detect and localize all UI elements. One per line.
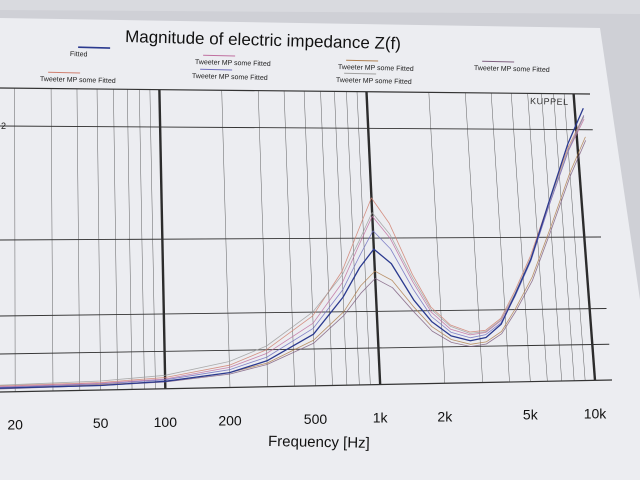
legend-label: Tweeter MP some Fitted: [336, 77, 412, 86]
plot-area: 2: [0, 87, 613, 393]
series-line-5: [0, 116, 585, 386]
x-tick-label: 20: [7, 417, 23, 433]
x-tick-label: 100: [154, 414, 178, 430]
legend-swatch: [482, 60, 515, 63]
horizontal-grid-line: [0, 343, 610, 355]
legend-swatch: [48, 71, 81, 74]
horizontal-grid-line: [0, 379, 613, 393]
legend-entry: Tweeter MP some Fitted: [40, 71, 116, 85]
x-tick-label: 5k: [523, 407, 539, 423]
legend-swatch: [203, 54, 236, 57]
series-line-3: [0, 115, 585, 388]
legend-label: Tweeter MP some Fitted: [474, 65, 550, 74]
legend-label: Tweeter MP some Fitted: [192, 73, 268, 82]
series-line-1: [0, 115, 585, 387]
back-sheet: [0, 0, 640, 14]
legend-entry: Tweeter MP some Fitted: [192, 68, 268, 82]
brand-label: KUPPEL: [530, 96, 569, 107]
legend-label: Fitted: [70, 51, 88, 58]
x-tick-labels: 20 50 100 200 500 1k 2k 5k 10k: [7, 405, 607, 432]
legend-entry: Tweeter MP some Fitted: [336, 72, 412, 86]
legend-swatch: [200, 68, 233, 71]
legend-swatch: [346, 59, 379, 62]
legend-label: Tweeter MP some Fitted: [195, 59, 271, 68]
horizontal-grid-line: [0, 87, 591, 95]
legend-entry: Tweeter MP some Fitted: [195, 54, 271, 68]
legend-entry: Tweeter MP some Fitted: [474, 60, 550, 74]
x-tick-label: 1k: [373, 410, 389, 426]
legend-entry: Tweeter MP some Fitted: [338, 59, 414, 73]
series-line-0: [0, 107, 584, 389]
y-tick-label: 2: [1, 121, 6, 131]
x-tick-label: 50: [93, 415, 109, 431]
legend-label: Tweeter MP some Fitted: [338, 64, 414, 73]
series-line-6: [0, 140, 587, 390]
x-tick-label: 500: [304, 411, 328, 427]
horizontal-grid-line: [0, 125, 593, 131]
horizontal-grid-line: [0, 236, 602, 241]
legend-entry: Fitted: [70, 46, 111, 58]
legend-label: Tweeter MP some Fitted: [40, 76, 116, 85]
legend-swatch: [344, 72, 377, 75]
x-tick-label: 200: [218, 412, 242, 428]
x-tick-label: 10k: [584, 405, 608, 421]
legend-swatch: [78, 46, 111, 49]
x-tick-label: 2k: [437, 408, 453, 424]
series-line-4: [0, 136, 586, 389]
x-axis-label: Frequency [Hz]: [268, 433, 370, 452]
chart-legend: Fitted Tweeter MP some Fitted Tweeter MP s…: [40, 46, 550, 86]
